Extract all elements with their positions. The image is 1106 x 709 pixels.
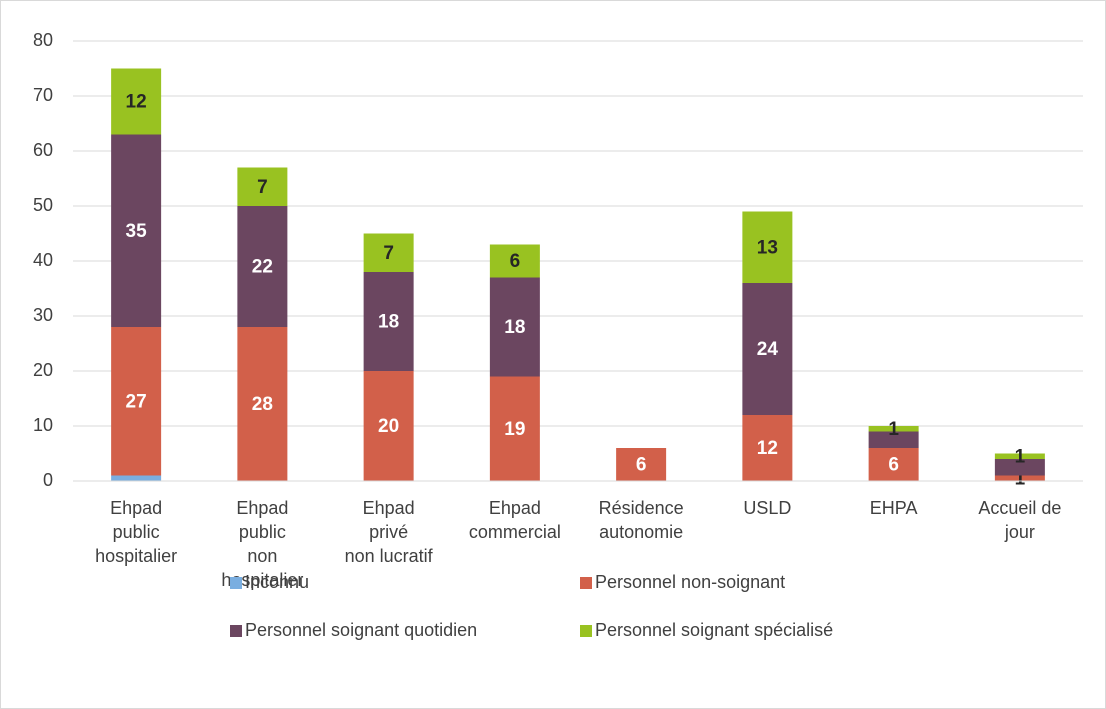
bar-segment	[868, 426, 919, 432]
legend-swatch	[580, 625, 592, 637]
value-label: 1	[1015, 468, 1026, 489]
bar-segment	[994, 453, 1045, 459]
legend-swatch	[230, 625, 242, 637]
bar-segment	[994, 459, 1045, 476]
value-label: 18	[504, 317, 525, 338]
x-tick-label: Ehpad privé non lucratif	[345, 498, 434, 566]
bar-segment	[111, 134, 162, 327]
legend-label: Personnel non-soignant	[595, 572, 785, 592]
legend-label: Personnel soignant spécialisé	[595, 620, 833, 640]
bar-segment	[616, 448, 667, 481]
legend-swatch	[230, 577, 242, 589]
y-tick-label: 80	[33, 30, 53, 50]
bar-segment	[742, 211, 793, 283]
value-label: 24	[757, 339, 779, 360]
value-label: 18	[378, 312, 399, 333]
value-label: 6	[510, 251, 521, 272]
value-label: 12	[126, 92, 147, 113]
value-label: 35	[126, 221, 148, 242]
legend-label: Personnel soignant quotidien	[245, 620, 477, 640]
value-label: 27	[126, 391, 147, 412]
bar-segment	[111, 475, 162, 481]
bar-segment	[111, 68, 162, 135]
value-label: 1	[1015, 446, 1026, 467]
x-tick-label: Ehpad public hospitalier	[95, 498, 177, 566]
y-tick-label: 70	[33, 85, 53, 105]
x-tick-label: Résidence autonomie	[599, 498, 684, 542]
bar-segment	[111, 327, 162, 476]
y-tick-label: 30	[33, 305, 53, 325]
x-tick-label: EHPA	[870, 498, 918, 518]
x-tick-label: Ehpad public non hospitalier	[221, 498, 303, 590]
bar-segment	[868, 431, 919, 448]
x-tick-label: Ehpad commercial	[469, 498, 561, 542]
y-tick-label: 50	[33, 195, 53, 215]
y-tick-label: 40	[33, 250, 53, 270]
x-tick-label: USLD	[743, 498, 791, 518]
bar-segment	[489, 376, 540, 481]
value-label: 1	[888, 419, 899, 440]
value-label: 12	[757, 438, 778, 459]
legend-label: Inconnu	[245, 572, 309, 592]
bar-segment	[489, 244, 540, 278]
bar-segment	[363, 371, 414, 481]
value-label: 7	[383, 243, 394, 264]
bar-segment	[237, 167, 288, 206]
bar-segment	[237, 327, 288, 481]
legend-swatch	[580, 577, 592, 589]
y-tick-label: 20	[33, 360, 53, 380]
value-label: 20	[378, 416, 399, 437]
y-tick-label: 60	[33, 140, 53, 160]
value-label: 19	[504, 419, 525, 440]
bar-segment	[742, 415, 793, 481]
value-label: 13	[757, 237, 778, 258]
x-tick-label: Accueil de jour	[978, 498, 1061, 542]
value-label: 28	[252, 394, 273, 415]
bar-segment	[363, 233, 414, 272]
value-label: 6	[636, 455, 647, 476]
y-tick-label: 10	[33, 415, 53, 435]
value-label: 6	[888, 455, 899, 476]
value-label: 7	[257, 177, 268, 198]
bar-segment	[994, 475, 1045, 481]
bar-segment	[742, 283, 793, 415]
bar-segment	[237, 206, 288, 327]
bar-segment	[363, 272, 414, 371]
bar-segment	[868, 448, 919, 481]
value-label: 22	[252, 257, 273, 278]
y-tick-label: 0	[43, 470, 53, 490]
bar-segment	[489, 277, 540, 377]
